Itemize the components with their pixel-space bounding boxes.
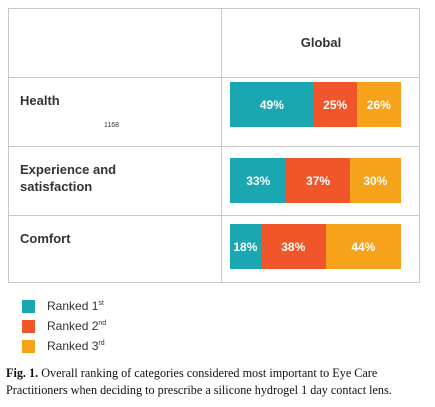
legend: Ranked 1st Ranked 2nd Ranked 3rd (22, 296, 106, 356)
bar-segment-ranked-1st: 49% (230, 82, 314, 127)
row-divider-1 (8, 146, 420, 147)
category-note: 1168 (104, 122, 120, 129)
bar-segment-ranked-3rd: 26% (356, 82, 401, 127)
table-frame (8, 8, 420, 283)
bar-segment-ranked-2nd: 38% (260, 224, 326, 269)
category-label-comfort: Comfort (20, 231, 71, 246)
legend-label: Ranked 2nd (47, 319, 107, 333)
category-label-health: Health (20, 93, 60, 108)
bar-segment-ranked-1st: 33% (230, 158, 287, 203)
legend-swatch (22, 339, 35, 353)
caption-label: Fig. 1. (6, 366, 39, 380)
legend-swatch (22, 299, 35, 313)
bar-segment-ranked-3rd: 44% (325, 224, 401, 269)
bar-segment-ranked-1st: 18% (230, 224, 261, 269)
row-divider-2 (8, 215, 420, 216)
category-label-experience: Experience and satisfaction (20, 162, 117, 194)
caption-text: Overall ranking of categories considered… (6, 366, 392, 397)
column-header: Global (300, 35, 342, 50)
bar-segment-ranked-2nd: 25% (313, 82, 357, 127)
bar-row-experience: 33% 37% 30% (230, 158, 401, 203)
column-divider (221, 8, 222, 283)
legend-item-ranked-3rd: Ranked 3rd (22, 336, 106, 356)
legend-label: Ranked 1st (47, 299, 104, 313)
legend-swatch (22, 319, 35, 333)
bar-row-comfort: 18% 38% 44% (230, 224, 401, 269)
legend-item-ranked-1st: Ranked 1st (22, 296, 106, 316)
bar-segment-ranked-2nd: 37% (286, 158, 350, 203)
legend-item-ranked-2nd: Ranked 2nd (22, 316, 106, 336)
bar-segment-ranked-3rd: 30% (349, 158, 401, 203)
figure-caption: Fig. 1. Overall ranking of categories co… (6, 365, 431, 399)
header-divider (8, 77, 420, 78)
bar-row-health: 49% 25% 26% (230, 82, 401, 127)
legend-label: Ranked 3rd (47, 339, 105, 353)
